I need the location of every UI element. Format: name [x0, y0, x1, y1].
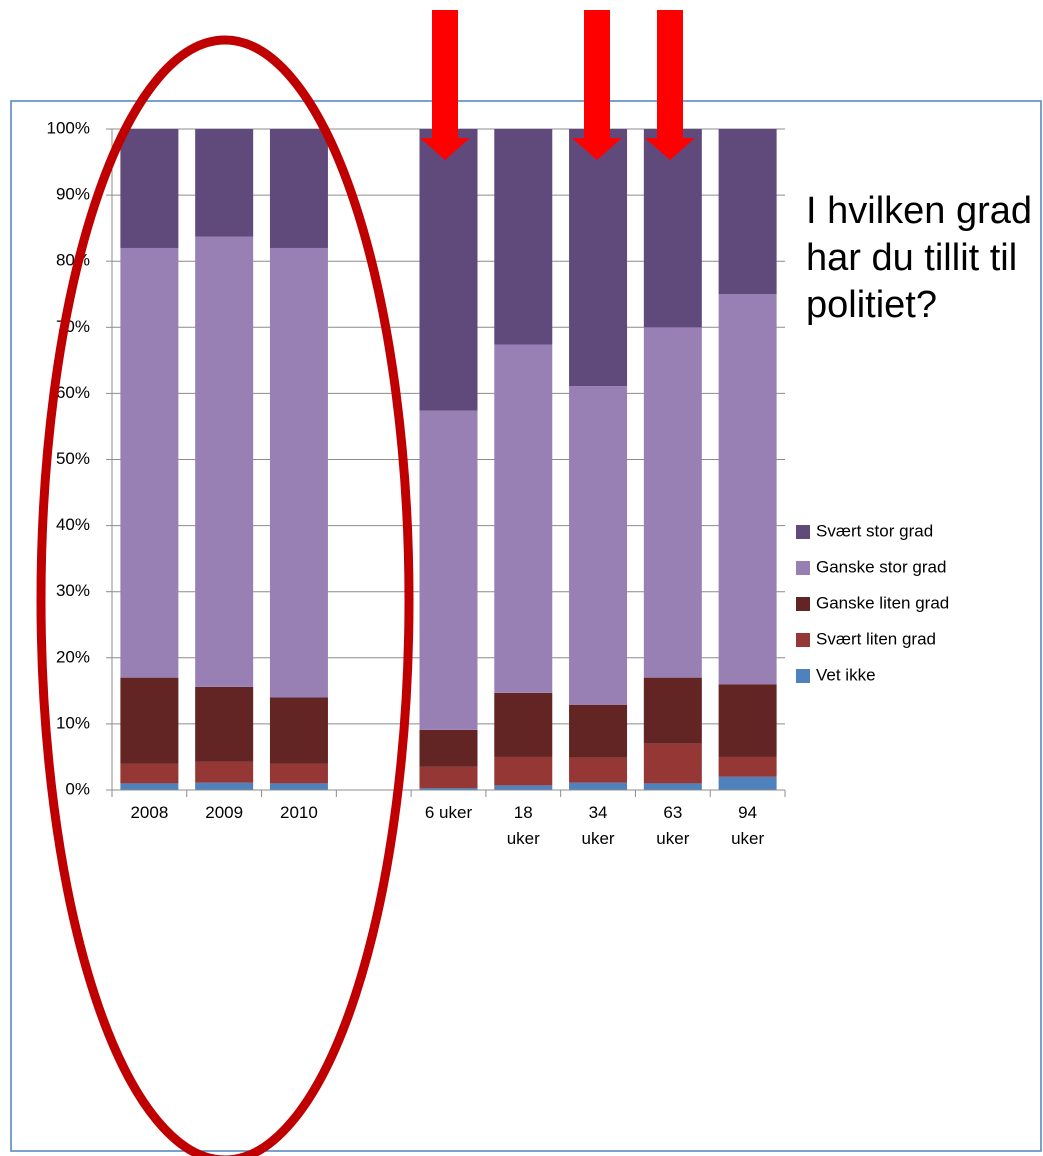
bar-segment	[195, 236, 254, 687]
legend-label: Svært liten grad	[816, 629, 936, 648]
plot-area: 0%10%20%30%40%50%60%70%80%90%100%	[47, 118, 786, 798]
bar-segment	[195, 761, 254, 783]
bar-segment	[269, 783, 328, 790]
bar-segment	[269, 129, 328, 248]
legend-label: Svært stor grad	[816, 521, 933, 540]
bar-segment	[494, 344, 553, 693]
y-tick-label: 30%	[56, 581, 90, 600]
bar-segment	[643, 129, 702, 328]
x-tick-label: 2009	[205, 803, 244, 822]
y-tick-label: 0%	[65, 779, 90, 798]
legend-label: Ganske liten grad	[816, 593, 949, 612]
bar-segment	[269, 763, 328, 784]
legend-label: Vet ikke	[816, 665, 876, 684]
highlight-ellipse	[36, 35, 414, 1156]
legend-swatch	[796, 597, 810, 611]
y-tick-label: 100%	[47, 118, 90, 137]
y-tick-label: 40%	[56, 515, 90, 534]
bar-segment	[494, 756, 553, 786]
bar-segment	[718, 129, 777, 295]
bar-segment	[120, 763, 179, 784]
arrow	[645, 10, 695, 160]
bar-segment	[120, 247, 179, 678]
x-tick-label: 18 uker	[506, 803, 540, 848]
bar-segment	[569, 704, 628, 758]
bar-segment	[494, 785, 553, 790]
chart-frame	[10, 100, 1042, 1152]
bar-segment	[195, 782, 254, 790]
bar-segment	[269, 247, 328, 698]
bar-segment	[494, 129, 553, 345]
x-tick-label: 34 uker	[581, 803, 615, 848]
y-tick-label: 10%	[56, 713, 90, 732]
y-tick-label: 50%	[56, 449, 90, 468]
bar-segment	[643, 743, 702, 784]
bar-segment	[643, 327, 702, 678]
bar-segment	[718, 756, 777, 777]
bar-segment	[569, 782, 628, 790]
bar-segment	[195, 129, 254, 237]
bar-segment	[120, 783, 179, 790]
bar-segment	[569, 386, 628, 705]
x-tick-label: 6 uker	[424, 803, 473, 822]
bar-segment	[269, 697, 328, 764]
x-tick-label: 2008	[130, 803, 169, 822]
y-tick-label: 20%	[56, 647, 90, 666]
bar-segment	[419, 410, 478, 730]
bar-segment	[569, 129, 628, 387]
x-tick-label: 94 uker	[731, 803, 765, 848]
legend-swatch	[796, 525, 810, 539]
y-tick-label: 60%	[56, 383, 90, 402]
arrow	[572, 10, 622, 160]
legend-label: Ganske stor grad	[816, 557, 946, 576]
chart-title: I hvilken grad har du tillit til politie…	[806, 190, 1033, 326]
bar-segment	[643, 783, 702, 790]
bar-segment	[419, 729, 478, 767]
bar-segment	[718, 294, 777, 685]
bar-segment	[494, 692, 553, 757]
y-tick-label: 90%	[56, 185, 90, 204]
bar-segment	[120, 677, 179, 764]
bar-segment	[419, 129, 478, 411]
arrow	[420, 10, 470, 160]
bar-segment	[718, 776, 777, 790]
bar-segment	[718, 684, 777, 757]
bar-segment	[643, 677, 702, 744]
bar-segment	[419, 788, 478, 790]
bar-segment	[419, 766, 478, 789]
x-tick-label: 2010	[280, 803, 318, 822]
bar-segment	[569, 757, 628, 783]
arrows	[420, 10, 695, 160]
bar-segment	[195, 686, 254, 762]
legend-swatch	[796, 669, 810, 683]
legend-swatch	[796, 633, 810, 647]
legend-swatch	[796, 561, 810, 575]
bar-segment	[120, 129, 179, 248]
x-tick-label: 63 uker	[656, 803, 690, 848]
